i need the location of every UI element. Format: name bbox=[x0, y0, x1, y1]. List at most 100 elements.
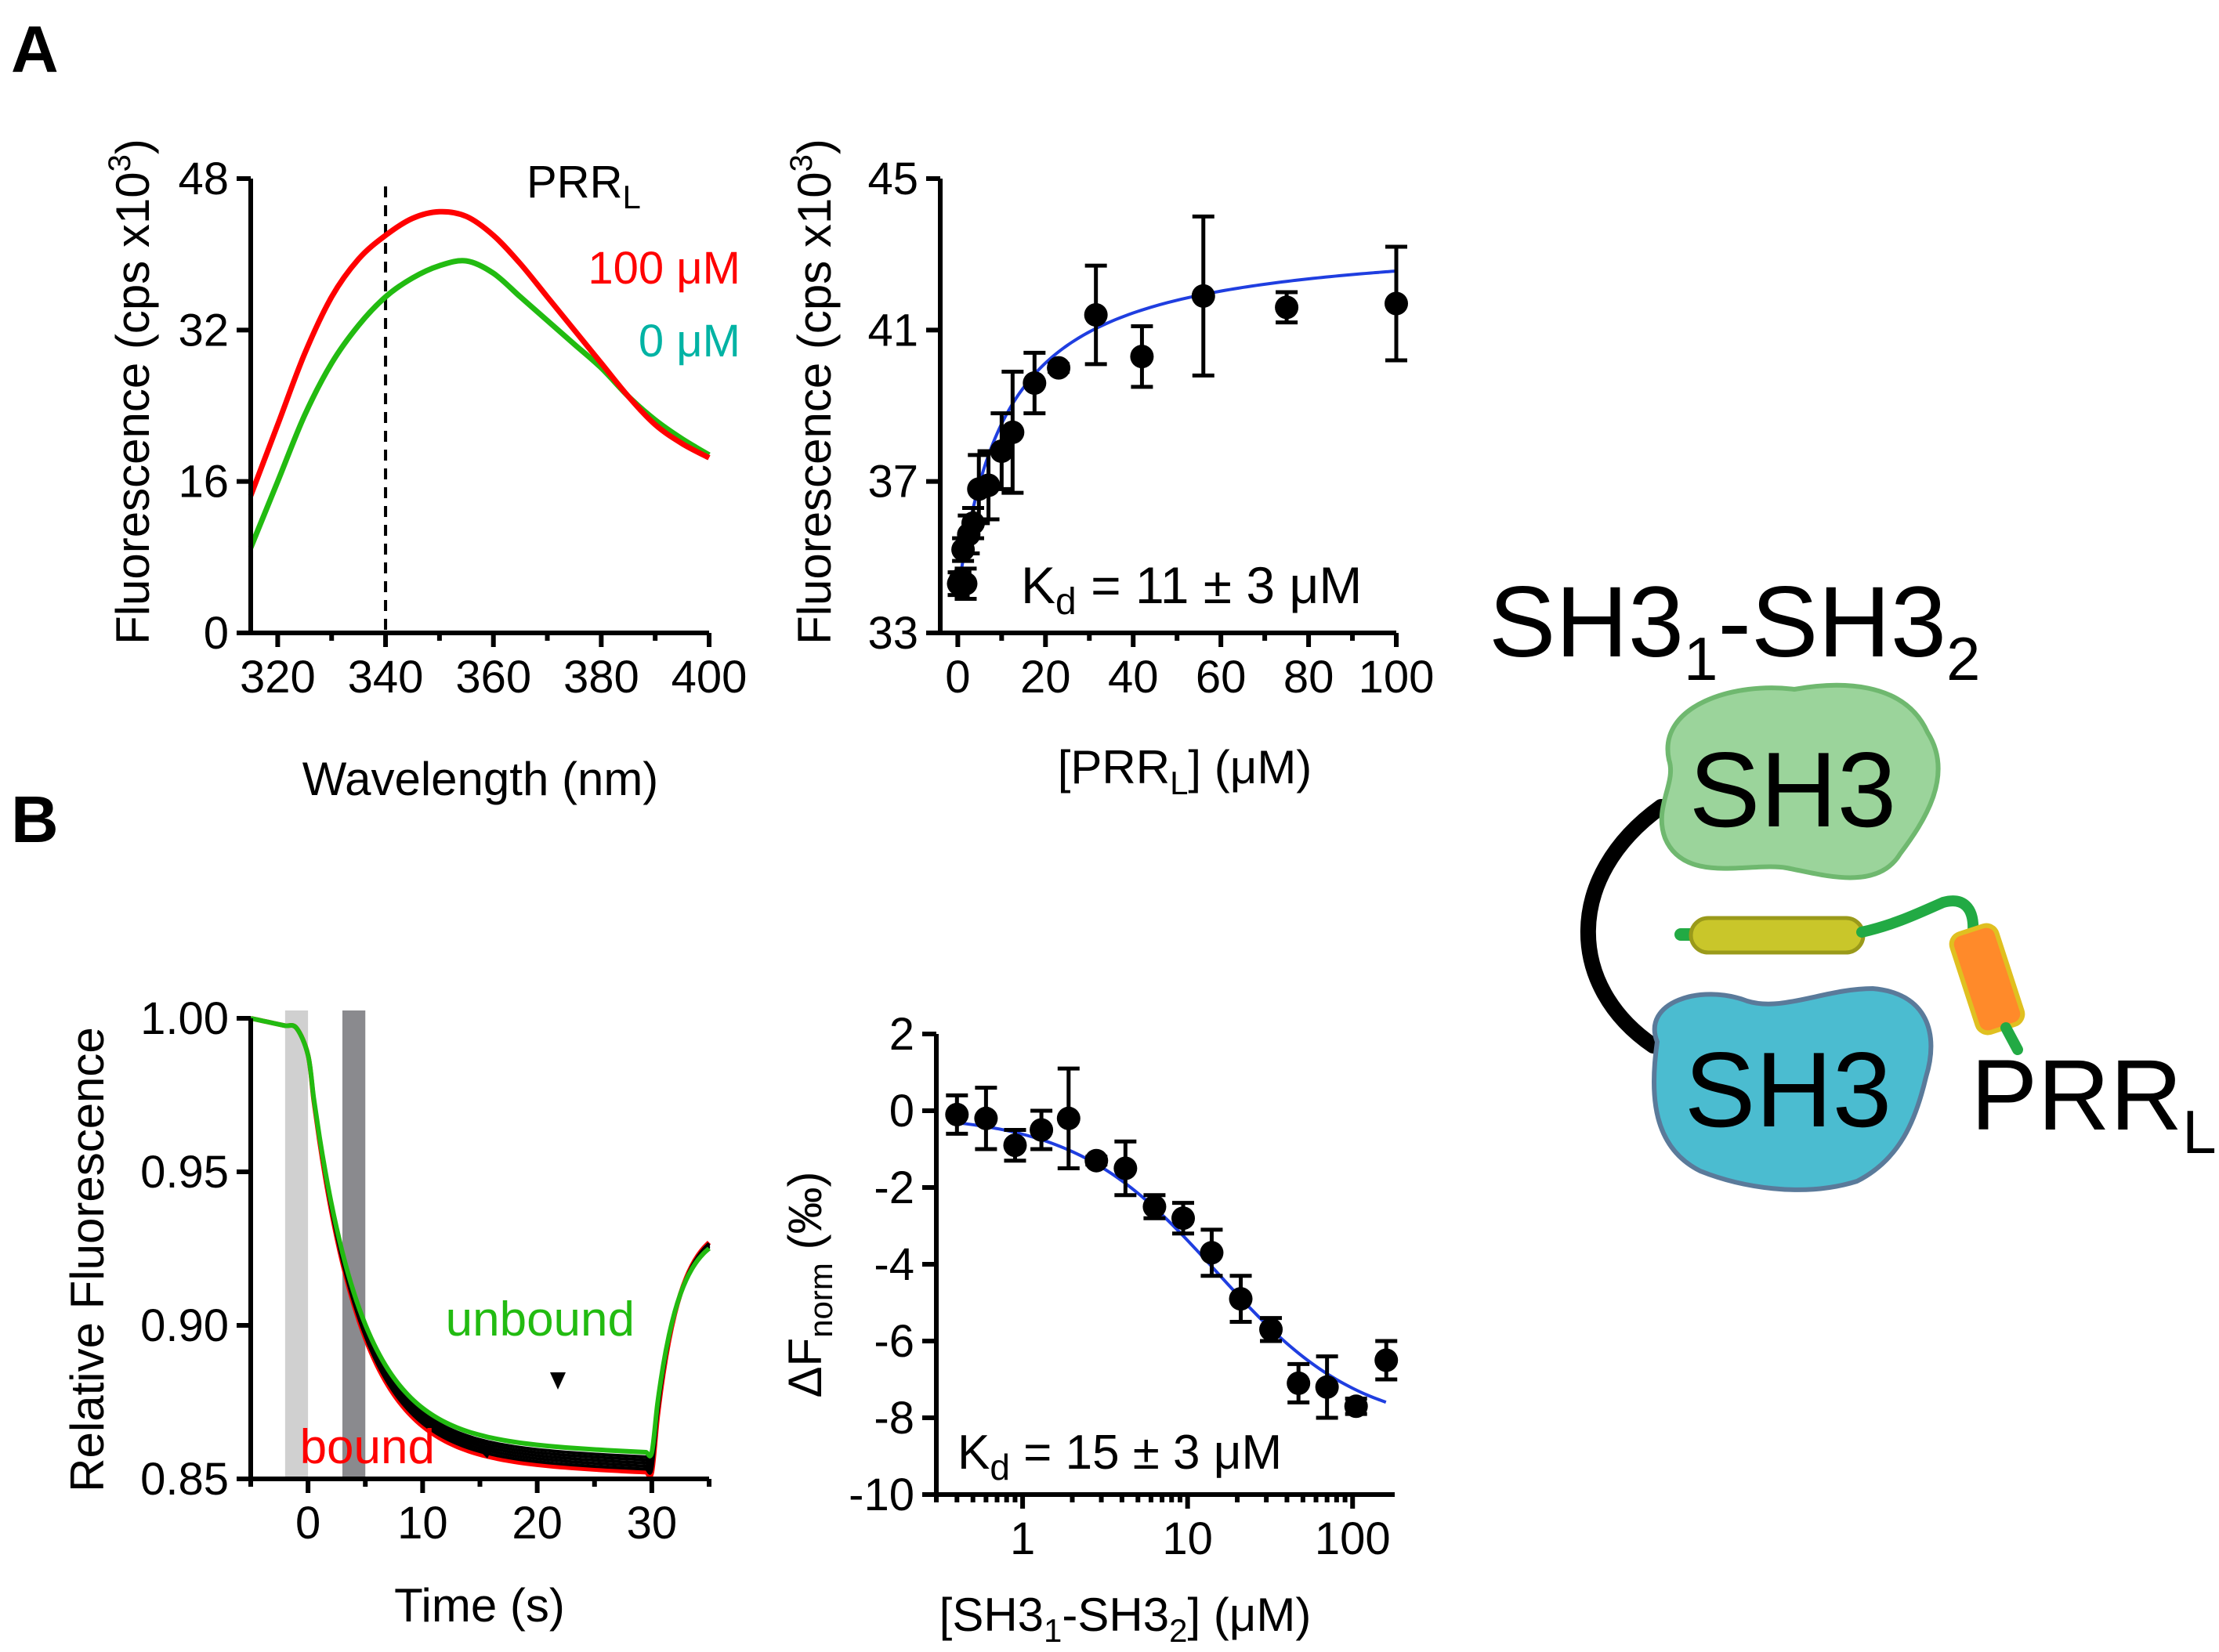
sh3-top-domain bbox=[1659, 682, 1941, 880]
mst-point bbox=[1084, 1148, 1109, 1173]
y-tick-label: 32 bbox=[178, 305, 229, 356]
y-tick-label: 0 bbox=[204, 608, 229, 659]
y-tick-label: 48 bbox=[178, 154, 229, 204]
x-tick-label: 20 bbox=[1020, 652, 1071, 703]
kinetic-trace bbox=[250, 1016, 711, 1459]
y-tick-label: 45 bbox=[867, 154, 918, 204]
titration-point bbox=[1023, 371, 1047, 395]
sh3-bottom-label: SH3 bbox=[1685, 1030, 1892, 1149]
chart-b2-series bbox=[945, 1066, 1399, 1420]
linker-arc bbox=[1580, 799, 1669, 1054]
chart-a1-ticks: 320 340 360 380 400 0 16 32 48 bbox=[178, 154, 747, 703]
chart-a2-titration: 0 20 40 60 80 100 33 37 41 45 Kd = 11 ± 3 μM Fluo… bbox=[784, 139, 1434, 801]
x-tick-label: 380 bbox=[563, 652, 639, 703]
chart-a2-kd: Kd = 11 ± 3 μM bbox=[1021, 556, 1362, 623]
chart-a1-axes bbox=[248, 179, 709, 635]
chart-b1-ylabel: Relative Fluorescence bbox=[61, 1027, 114, 1492]
sh3-schematic: SH31-SH32 SH3 SH3 PRRL bbox=[1489, 566, 2217, 1192]
kinetic-trace bbox=[250, 1017, 711, 1469]
mst-point bbox=[1113, 1156, 1138, 1180]
shaded-light bbox=[284, 1010, 309, 1479]
y-tick-label: 0.90 bbox=[140, 1300, 229, 1351]
chart-b2-axes bbox=[934, 1034, 1395, 1497]
label-bound: bound bbox=[300, 1420, 435, 1474]
spectrum-line bbox=[248, 208, 711, 497]
x-tick-label: 360 bbox=[455, 652, 531, 703]
chart-b2-ylabel: ΔFnorm (‰) bbox=[779, 1171, 839, 1397]
y-tick-label: 1.00 bbox=[140, 993, 229, 1044]
mst-point bbox=[1344, 1394, 1368, 1419]
mst-point bbox=[1056, 1106, 1081, 1130]
chart-a2-ticks: 0 20 40 60 80 100 33 37 41 45 bbox=[867, 154, 1434, 703]
mst-point bbox=[974, 1106, 998, 1130]
chart-a2-ylabel: Fluorescence (cps x103) bbox=[784, 139, 841, 645]
mst-point bbox=[945, 1102, 969, 1126]
chart-b1-axes bbox=[248, 1018, 709, 1481]
mst-point bbox=[1030, 1118, 1054, 1142]
legend-0um: 0 μM bbox=[639, 316, 740, 367]
mst-point bbox=[1200, 1241, 1224, 1265]
chart-b2-xlabel: [SH31-SH32] (μM) bbox=[939, 1589, 1312, 1649]
legend-title: PRRL bbox=[527, 157, 641, 215]
sh3-bottom-domain bbox=[1651, 985, 1934, 1192]
mst-point bbox=[1374, 1348, 1399, 1372]
x-tick-label: 0 bbox=[295, 1498, 320, 1549]
y-tick-label: 0 bbox=[889, 1086, 914, 1137]
chart-b2-ticks: 1 10 100 -10 -8 -6 -4 -2 0 2 bbox=[849, 1009, 1390, 1564]
kinetic-trace bbox=[250, 1017, 711, 1472]
chart-b1-shaded-regions bbox=[284, 1010, 366, 1479]
x-tick-label: 40 bbox=[1108, 652, 1159, 703]
x-tick-label: 320 bbox=[240, 652, 316, 703]
titration-point bbox=[954, 572, 978, 596]
chart-a1-series bbox=[248, 186, 711, 633]
y-tick-label: 16 bbox=[178, 457, 229, 508]
y-tick-label: -6 bbox=[874, 1316, 914, 1367]
kinetic-trace bbox=[250, 1017, 711, 1466]
chart-a1-xlabel: Wavelength (nm) bbox=[302, 753, 659, 805]
x-tick-label: 100 bbox=[1315, 1513, 1391, 1564]
x-tick-label: 80 bbox=[1283, 652, 1334, 703]
titration-point bbox=[976, 473, 1001, 497]
panel-label-a: A bbox=[11, 13, 59, 86]
y-tick-label: 33 bbox=[867, 608, 918, 659]
y-tick-label: 41 bbox=[867, 305, 918, 356]
titration-point bbox=[1047, 356, 1071, 380]
titration-point bbox=[1001, 420, 1025, 444]
schematic-title: SH31-SH32 bbox=[1489, 566, 1980, 693]
fit-curve bbox=[957, 1121, 1387, 1404]
mst-point bbox=[1171, 1206, 1196, 1231]
kinetic-trace bbox=[250, 1017, 711, 1462]
x-tick-label: 100 bbox=[1359, 652, 1435, 703]
x-tick-label: 340 bbox=[348, 652, 424, 703]
kinetic-trace bbox=[250, 1017, 711, 1475]
titration-point bbox=[1275, 295, 1299, 320]
shaded-dark bbox=[342, 1010, 366, 1479]
helix bbox=[1689, 916, 1866, 955]
mst-point bbox=[1142, 1195, 1167, 1219]
chart-b2-kd: Kd = 15 ± 3 μM bbox=[957, 1426, 1282, 1488]
chart-b2-mst: 1 10 100 -10 -8 -6 -4 -2 0 2 Kd = 15 ± 3 μM ΔFnor… bbox=[779, 1009, 1399, 1649]
titration-point bbox=[1084, 303, 1108, 327]
panel-label-b: B bbox=[11, 783, 59, 856]
y-tick-label: -4 bbox=[874, 1239, 914, 1290]
mst-point bbox=[1003, 1133, 1027, 1158]
spectrum-line bbox=[248, 258, 711, 549]
x-tick-label: 20 bbox=[512, 1498, 563, 1549]
mst-point bbox=[1287, 1371, 1311, 1395]
titration-point bbox=[1385, 291, 1408, 316]
x-tick-label: 10 bbox=[1162, 1513, 1213, 1564]
x-tick-label: 60 bbox=[1196, 652, 1247, 703]
mst-point bbox=[1259, 1318, 1283, 1342]
chart-a2-series bbox=[947, 214, 1408, 601]
titration-point bbox=[1130, 345, 1154, 369]
y-tick-label: -8 bbox=[874, 1393, 914, 1444]
chart-b1-xlabel: Time (s) bbox=[394, 1579, 565, 1632]
x-tick-label: 30 bbox=[627, 1498, 678, 1549]
chart-a2-axes bbox=[938, 179, 1396, 635]
legend-100um: 100 μM bbox=[588, 243, 740, 294]
label-unbound: unbound bbox=[446, 1292, 635, 1347]
y-tick-label: -10 bbox=[849, 1469, 914, 1520]
prr-segment bbox=[1949, 923, 2025, 1036]
